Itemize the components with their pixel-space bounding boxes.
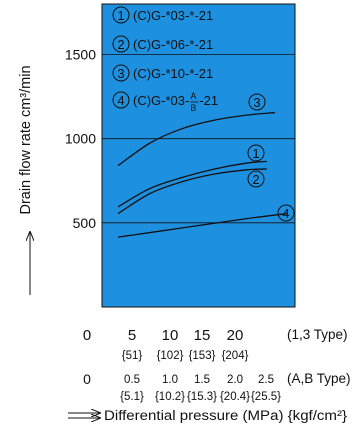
series-line-2 bbox=[117, 168, 267, 215]
series-markers: 1 2 3 4 bbox=[247, 93, 295, 222]
y-tick-label: 1000 bbox=[65, 131, 96, 147]
legend-label: (C)G-*10-*-21 bbox=[133, 66, 213, 81]
series-marker-2: 2 bbox=[247, 170, 265, 188]
x-tick-label-13: 5 bbox=[128, 327, 136, 344]
legend-label: (C)G-*03-*-21 bbox=[133, 8, 213, 23]
legend-marker: 3 bbox=[117, 66, 124, 81]
series-marker-1: 1 bbox=[247, 144, 265, 162]
x-tick-label-ab: 1.0 bbox=[162, 374, 178, 386]
x-axis-title: Differential pressure (MPa) {kgf/cm²} bbox=[104, 408, 348, 423]
legend-label: (C)G-*03- bbox=[133, 93, 189, 108]
y-tick-label: 1500 bbox=[65, 47, 96, 63]
x-tick-kgf-ab: {10.2} bbox=[155, 391, 185, 403]
type-13-label: (1,3 Type) bbox=[287, 327, 348, 342]
x-tick-kgf-ab: {20.4} bbox=[220, 391, 250, 403]
legend-entry-2: 2 (C)G-*06-*-21 bbox=[112, 35, 213, 53]
x-zero-ab: 0 bbox=[83, 371, 91, 387]
x-tick-label-13: 20 bbox=[227, 327, 244, 344]
series-marker-3: 3 bbox=[248, 93, 266, 111]
x-zero-13: 0 bbox=[83, 327, 91, 344]
x-tick-kgf-13: {204} bbox=[222, 350, 249, 362]
x-tick-label-13: 10 bbox=[162, 327, 179, 344]
y-tick-label: 500 bbox=[73, 215, 97, 231]
x-tick-label-ab: 0.5 bbox=[124, 374, 140, 386]
series-marker-label: 2 bbox=[252, 172, 259, 187]
x-tick-labels: 5 {51} 0.5 {5.1} 10 {102} 1.0 {10.2} 15 {153} 1.5 {… bbox=[120, 327, 281, 403]
series-line-4 bbox=[117, 212, 288, 238]
legend-tail: -21 bbox=[199, 93, 218, 108]
series-marker-4: 4 bbox=[277, 204, 295, 222]
series-line-3 bbox=[117, 111, 275, 167]
legend-entry-1: 1 (C)G-*03-*-21 bbox=[112, 6, 213, 24]
legend-marker: 1 bbox=[117, 8, 124, 23]
legend-sup: A bbox=[190, 91, 196, 101]
x-tick-label-ab: 1.5 bbox=[194, 374, 210, 386]
series-marker-label: 4 bbox=[282, 206, 289, 221]
x-tick-label-ab: 2.5 bbox=[258, 374, 274, 386]
legend-marker: 2 bbox=[117, 37, 124, 52]
x-tick-label-ab: 2.0 bbox=[227, 374, 243, 386]
legend: 1 (C)G-*03-*-21 2 (C)G-*06-*-21 3 (C)G-*10-*-… bbox=[112, 6, 218, 113]
type-ab-label: (A,B Type) bbox=[287, 371, 351, 386]
x-tick-kgf-ab: {25.5} bbox=[251, 391, 281, 403]
x-tick-kgf-13: {153} bbox=[189, 350, 216, 362]
legend-label: (C)G-*06-*-21 bbox=[133, 37, 213, 52]
legend-marker: 4 bbox=[117, 93, 124, 108]
x-tick-kgf-13: {51} bbox=[122, 350, 143, 362]
series-marker-label: 3 bbox=[253, 95, 260, 110]
y-axis-title: Drain flow rate cm³/min bbox=[18, 65, 34, 214]
x-tick-kgf-ab: {5.1} bbox=[120, 391, 144, 403]
x-tick-label-13: 15 bbox=[194, 327, 211, 344]
legend-sub: B bbox=[190, 103, 196, 113]
x-tick-kgf-ab: {15.3} bbox=[187, 391, 217, 403]
x-tick-kgf-13: {102} bbox=[157, 350, 184, 362]
grid bbox=[102, 54, 295, 224]
series-marker-label: 1 bbox=[252, 146, 259, 161]
y-tick-labels: 500 1000 1500 bbox=[65, 47, 96, 231]
legend-entry-4: 4 (C)G-*03- AB -21 bbox=[112, 91, 218, 113]
series-line-1 bbox=[117, 160, 267, 208]
legend-entry-3: 3 (C)G-*10-*-21 bbox=[112, 64, 213, 82]
series-lines bbox=[117, 111, 288, 238]
